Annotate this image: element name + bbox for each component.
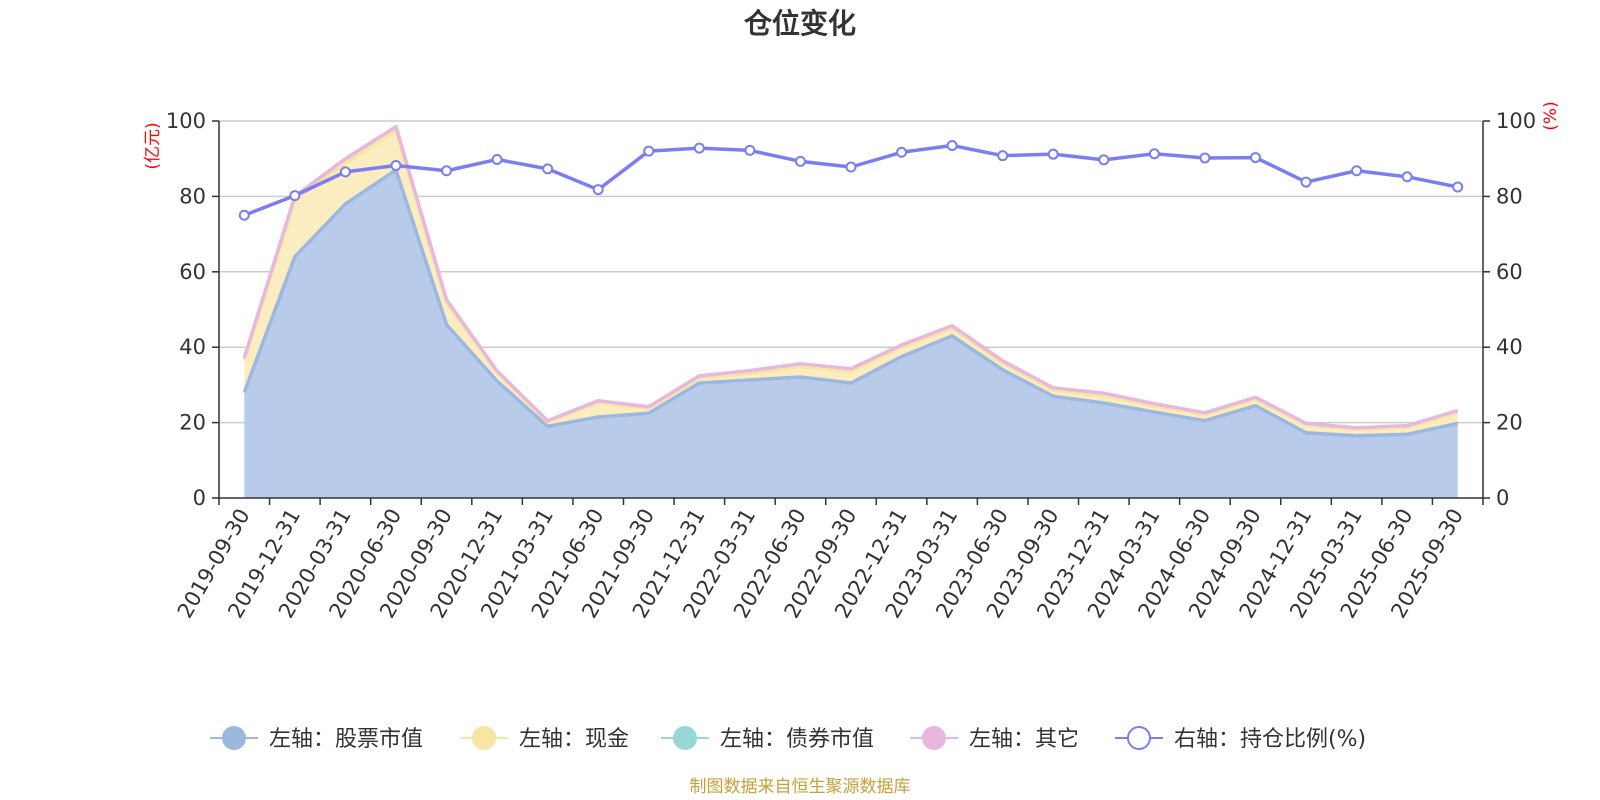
- right-tick-label: 100: [1496, 109, 1536, 133]
- ratio-point: [1300, 176, 1312, 188]
- ratio-point: [946, 140, 958, 152]
- legend-label: 左轴：股票市值: [269, 727, 423, 752]
- legend-label: 左轴：债券市值: [720, 727, 874, 752]
- ratio-point: [339, 166, 351, 178]
- legend-label: 左轴：现金: [519, 727, 629, 752]
- right-tick-label: 0: [1496, 486, 1509, 510]
- legend-marker: [222, 726, 246, 750]
- ratio-point: [289, 190, 301, 202]
- legend-item-bond[interactable]: 左轴：债券市值: [661, 726, 874, 752]
- ratio-point: [643, 145, 655, 157]
- stock-area: [244, 170, 1458, 498]
- ratio-point: [491, 153, 503, 165]
- ratio-point: [896, 146, 908, 158]
- right-tick-label: 40: [1496, 335, 1523, 359]
- ratio-point: [693, 142, 705, 154]
- ratio-line: [243, 143, 1459, 217]
- ratio-point: [1351, 165, 1363, 177]
- legend-item-ratio[interactable]: 右轴：持仓比例(%): [1115, 726, 1366, 752]
- ratio-point: [592, 184, 604, 196]
- legend-label: 右轴：持仓比例(%): [1174, 727, 1366, 752]
- legend-item-cash[interactable]: 左轴：现金: [460, 726, 629, 752]
- stacked-areas: [242, 124, 1459, 498]
- legend-item-other[interactable]: 左轴：其它: [910, 726, 1079, 752]
- legend-marker: [1127, 726, 1151, 750]
- left-axis-unit: (亿元): [143, 122, 163, 169]
- ratio-point: [845, 161, 857, 173]
- left-tick-label: 40: [179, 335, 206, 359]
- ratio-point: [744, 144, 756, 156]
- cash-area: [244, 130, 1458, 436]
- ratio-point: [1401, 171, 1413, 183]
- left-tick-label: 20: [179, 411, 206, 435]
- left-tick-label: 0: [193, 486, 206, 510]
- chart-title: 仓位变化: [744, 7, 856, 40]
- legend-marker: [922, 726, 946, 750]
- ratio-point: [1098, 154, 1110, 166]
- legend-label: 左轴：其它: [969, 727, 1079, 752]
- data-source-note: 制图数据来自恒生聚源数据库: [690, 777, 911, 797]
- ratio-point: [238, 209, 250, 221]
- legend-marker: [673, 726, 697, 750]
- left-tick-label: 80: [179, 184, 206, 208]
- right-tick-label: 80: [1496, 184, 1523, 208]
- ratio-point: [1199, 152, 1211, 164]
- ratio-point: [997, 150, 1009, 162]
- legend-marker: [472, 726, 496, 750]
- ratio-point: [1148, 148, 1160, 160]
- stock-line: [242, 168, 1459, 438]
- ratio-point: [1249, 152, 1261, 164]
- ratio-point: [1452, 181, 1464, 193]
- ratio-point: [794, 155, 806, 167]
- ratio-point: [1047, 148, 1059, 160]
- ratio-line-layer: [238, 140, 1464, 221]
- left-tick-label: 100: [166, 109, 206, 133]
- right-axis-unit: (%): [1541, 101, 1561, 130]
- ratio-point: [390, 159, 402, 171]
- legend[interactable]: 左轴：股票市值 左轴：现金 左轴：债券市值 左轴：其它 右轴：持仓比例(%): [210, 726, 1366, 752]
- left-tick-label: 60: [179, 260, 206, 284]
- legend-item-stock[interactable]: 左轴：股票市值: [210, 726, 423, 752]
- right-tick-label: 20: [1496, 411, 1523, 435]
- ratio-point: [542, 163, 554, 175]
- other-line: [242, 124, 1459, 430]
- right-tick-label: 60: [1496, 260, 1523, 284]
- ratio-point: [441, 165, 453, 177]
